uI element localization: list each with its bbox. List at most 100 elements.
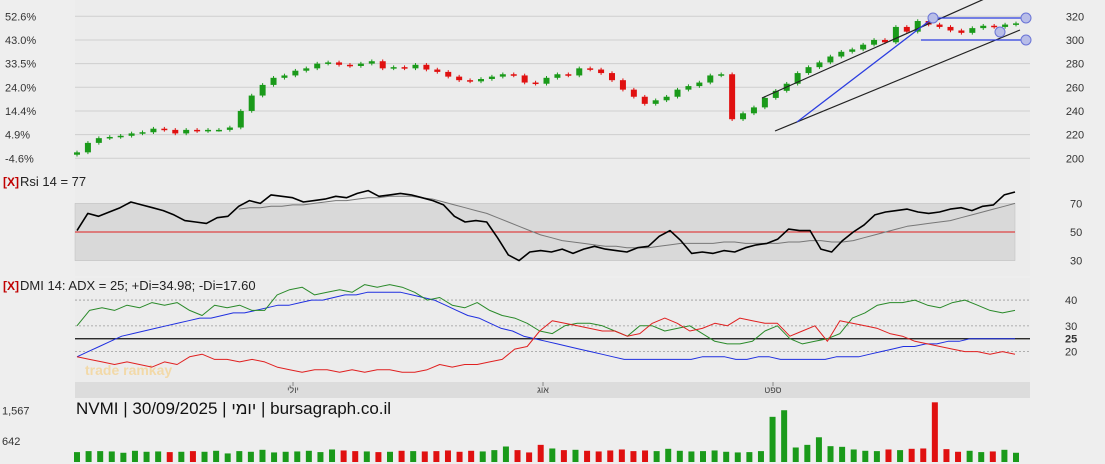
candle-body [1013, 23, 1019, 25]
dmi-right-tick: 20 [1065, 347, 1077, 359]
rsi-label: Rsi 14 = 77 [20, 174, 86, 189]
candle-body [947, 26, 954, 31]
volume-bar [375, 452, 382, 462]
volume-bar [630, 451, 637, 462]
volume-bar [560, 450, 567, 462]
candle-body [750, 107, 757, 114]
candle-body [226, 127, 233, 130]
candle-body [532, 82, 539, 85]
drawing-handle[interactable] [927, 12, 939, 24]
drawing-handle[interactable] [1020, 34, 1032, 46]
chart-caption: NVMI | 30/09/2025 | יומי | bursagraph.co… [76, 399, 391, 418]
volume-bar [74, 452, 80, 462]
volume-bar [282, 451, 289, 462]
rsi-right-tick: 70 [1070, 198, 1082, 210]
dmi-adx-line [76, 291, 1015, 360]
volume-bar [839, 446, 846, 462]
candle-body [892, 26, 899, 43]
volume-bar [213, 450, 220, 462]
volume-bar [433, 451, 440, 462]
rsi-close-button[interactable]: [X] [3, 175, 19, 189]
dmi-plus-di-line [76, 284, 1016, 345]
candle-body [434, 69, 441, 72]
rsi-right-tick: 30 [1070, 256, 1082, 268]
volume-bar [1001, 449, 1008, 462]
volume-bar [873, 451, 880, 462]
volume-bar [931, 402, 938, 462]
volume-bar [642, 450, 649, 462]
volume-bar [781, 410, 788, 462]
volume-bar [549, 448, 556, 462]
candle-body [641, 96, 648, 104]
candle-body [871, 39, 878, 45]
candle-body [248, 95, 255, 111]
volume-bar [305, 450, 312, 462]
candle-body [237, 110, 244, 128]
candle-body [969, 28, 976, 33]
volume-bar [479, 451, 486, 462]
x-axis-strip [75, 382, 1030, 398]
volume-bar [885, 449, 892, 462]
candle-body [488, 76, 495, 79]
volume-bar [502, 446, 509, 462]
candle-body [401, 67, 408, 69]
dmi-panel [75, 278, 1030, 382]
candle-body [445, 71, 452, 77]
candle-body [805, 67, 812, 74]
candle-body [696, 82, 703, 87]
rsi-ma-line [238, 195, 1016, 249]
price-right-tick: 260 [1066, 82, 1084, 94]
candle-body [576, 68, 583, 76]
candle-body [215, 129, 222, 132]
candle-body [663, 96, 670, 101]
candle-body [674, 89, 681, 97]
volume-bar [294, 451, 301, 462]
volume-bar [387, 451, 393, 462]
volume-bar [978, 452, 985, 462]
volume-bar [595, 451, 602, 462]
candle-body [991, 25, 998, 28]
candle-body [423, 64, 430, 70]
dmi-close-button[interactable]: [X] [3, 279, 19, 293]
volume-bar [700, 451, 706, 462]
volume-bar [166, 452, 173, 462]
volume-bar [989, 451, 996, 462]
volume-bar [676, 450, 683, 462]
watermark: trade ramkay [85, 362, 172, 378]
candle-body [565, 74, 572, 76]
candle-body [619, 80, 626, 90]
candle-body [630, 89, 637, 97]
candle-body [325, 62, 332, 64]
candle-body [936, 24, 943, 27]
candle-body [718, 74, 725, 76]
volume-bar [862, 450, 869, 462]
volume-bar [236, 451, 243, 462]
volume-bar [421, 451, 428, 462]
volume-bar [456, 451, 463, 462]
candle-body [205, 129, 212, 132]
volume-bar [468, 450, 475, 462]
drawing-handle[interactable] [1020, 12, 1032, 24]
volume-bar [363, 451, 370, 462]
candle-body [609, 73, 616, 81]
candle-body [652, 100, 659, 104]
candle-body [194, 129, 201, 132]
candle-body [543, 77, 550, 84]
volume-bar [966, 450, 973, 462]
candle-body [554, 74, 561, 78]
volume-bar [410, 451, 417, 462]
candle-body [914, 21, 921, 32]
volume-bar [688, 451, 695, 462]
volume-bar [329, 449, 336, 462]
volume-bar [723, 451, 730, 462]
volume-bar [897, 450, 904, 462]
candle-body [456, 76, 463, 81]
candle-body [270, 77, 277, 85]
candle-body [903, 26, 910, 32]
candle-body [587, 68, 594, 70]
volume-bar [271, 452, 278, 462]
dmi-minus-di-line [76, 317, 1016, 373]
drawing-handle[interactable] [994, 26, 1006, 38]
price-panel [75, 0, 1030, 168]
volume-bar [131, 450, 138, 462]
